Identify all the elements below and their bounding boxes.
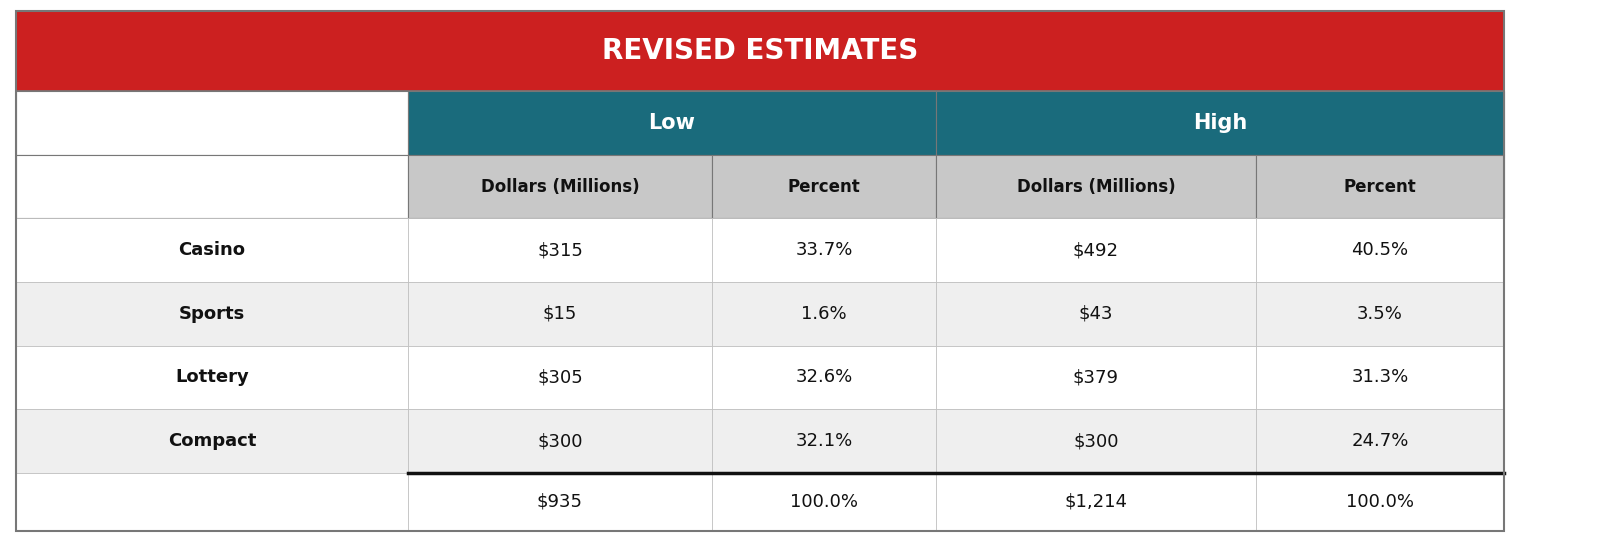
Text: $43: $43 (1078, 305, 1114, 323)
Text: Casino: Casino (179, 241, 245, 259)
Text: REVISED ESTIMATES: REVISED ESTIMATES (602, 37, 918, 65)
FancyBboxPatch shape (408, 282, 712, 346)
Text: $315: $315 (538, 241, 582, 259)
FancyBboxPatch shape (1256, 155, 1504, 218)
FancyBboxPatch shape (712, 473, 936, 531)
FancyBboxPatch shape (1256, 473, 1504, 531)
Text: 1.6%: 1.6% (802, 305, 846, 323)
FancyBboxPatch shape (16, 91, 408, 155)
FancyBboxPatch shape (936, 91, 1504, 155)
FancyBboxPatch shape (1256, 282, 1504, 346)
FancyBboxPatch shape (16, 218, 408, 282)
Text: High: High (1194, 113, 1246, 133)
Text: Compact: Compact (168, 432, 256, 450)
Text: 31.3%: 31.3% (1352, 368, 1408, 387)
Text: Lottery: Lottery (174, 368, 250, 387)
Text: 100.0%: 100.0% (790, 493, 858, 511)
Text: Dollars (Millions): Dollars (Millions) (1016, 178, 1176, 196)
Text: $15: $15 (542, 305, 578, 323)
Text: Sports: Sports (179, 305, 245, 323)
Text: 33.7%: 33.7% (795, 241, 853, 259)
FancyBboxPatch shape (936, 218, 1256, 282)
Text: Low: Low (648, 113, 696, 133)
FancyBboxPatch shape (16, 11, 1504, 91)
Text: Dollars (Millions): Dollars (Millions) (480, 178, 640, 196)
FancyBboxPatch shape (936, 282, 1256, 346)
Text: Percent: Percent (787, 178, 861, 196)
FancyBboxPatch shape (408, 218, 712, 282)
Text: $300: $300 (1074, 432, 1118, 450)
FancyBboxPatch shape (16, 473, 408, 531)
Text: $492: $492 (1074, 241, 1118, 259)
FancyBboxPatch shape (1256, 218, 1504, 282)
FancyBboxPatch shape (408, 409, 712, 473)
FancyBboxPatch shape (712, 346, 936, 409)
Text: $300: $300 (538, 432, 582, 450)
FancyBboxPatch shape (712, 409, 936, 473)
FancyBboxPatch shape (936, 346, 1256, 409)
Text: $379: $379 (1074, 368, 1118, 387)
FancyBboxPatch shape (408, 473, 712, 531)
Text: Percent: Percent (1344, 178, 1416, 196)
FancyBboxPatch shape (936, 409, 1256, 473)
FancyBboxPatch shape (16, 346, 408, 409)
Text: $305: $305 (538, 368, 582, 387)
FancyBboxPatch shape (408, 155, 712, 218)
Text: 40.5%: 40.5% (1352, 241, 1408, 259)
Text: 32.6%: 32.6% (795, 368, 853, 387)
FancyBboxPatch shape (16, 409, 408, 473)
FancyBboxPatch shape (712, 282, 936, 346)
FancyBboxPatch shape (16, 282, 408, 346)
Text: 100.0%: 100.0% (1346, 493, 1414, 511)
FancyBboxPatch shape (408, 91, 936, 155)
Text: $1,214: $1,214 (1064, 493, 1128, 511)
FancyBboxPatch shape (936, 155, 1256, 218)
Text: 32.1%: 32.1% (795, 432, 853, 450)
FancyBboxPatch shape (936, 473, 1256, 531)
FancyBboxPatch shape (712, 218, 936, 282)
FancyBboxPatch shape (1256, 346, 1504, 409)
Text: 24.7%: 24.7% (1352, 432, 1408, 450)
FancyBboxPatch shape (16, 155, 408, 218)
Text: $935: $935 (538, 493, 582, 511)
Text: 3.5%: 3.5% (1357, 305, 1403, 323)
FancyBboxPatch shape (712, 155, 936, 218)
FancyBboxPatch shape (1256, 409, 1504, 473)
FancyBboxPatch shape (408, 346, 712, 409)
